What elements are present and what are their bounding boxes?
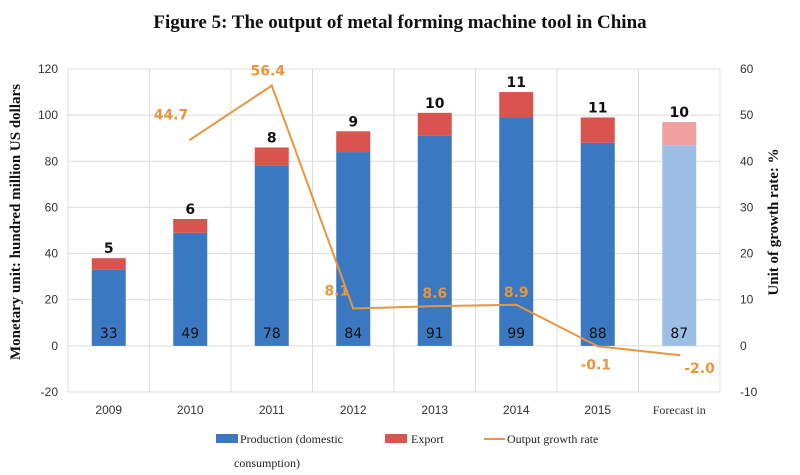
y2-tick-label: 0 (740, 339, 747, 353)
production-label: 84 (344, 326, 362, 342)
x-axis: 2009 2010 2011 2012 2013 2014 2015 Forecast in (95, 403, 705, 417)
bars (91, 92, 697, 346)
production-label: 78 (263, 326, 281, 342)
bar-export (580, 117, 615, 143)
bar-production (417, 135, 452, 346)
production-label: 91 (426, 326, 444, 342)
bar-export (91, 258, 126, 270)
export-label: 6 (185, 202, 195, 218)
y2-tick-label: 50 (740, 108, 754, 122)
export-label: 5 (104, 241, 114, 257)
bar-export (417, 112, 452, 136)
growth-line (189, 84, 681, 357)
export-label: 8 (267, 130, 277, 146)
y2-tick-label: -10 (740, 385, 758, 399)
production-label: 99 (507, 326, 525, 342)
growth-label: 56.4 (250, 64, 285, 80)
legend-swatch-production (216, 434, 238, 443)
production-label: 87 (670, 326, 688, 342)
x-tick-label: Forecast in (653, 403, 706, 417)
growth-label: 8.1 (324, 283, 349, 299)
growth-point (433, 304, 436, 308)
production-label: 33 (100, 326, 118, 342)
x-tick-label: 2013 (421, 403, 448, 417)
y2-tick-label: 30 (740, 200, 754, 214)
y-tick-label: 60 (45, 200, 59, 214)
growth-label: 8.9 (504, 285, 529, 301)
bar-export (499, 92, 534, 118)
export-label: 11 (507, 75, 526, 91)
growth-label: 44.7 (154, 108, 189, 124)
bar-production (254, 165, 289, 346)
growth-point (515, 303, 518, 306)
bar-export (254, 147, 289, 166)
y-tick-label: 100 (38, 108, 58, 122)
y2-tick-label: 20 (740, 247, 754, 261)
x-tick-label: 2009 (95, 403, 122, 417)
chart-title: Figure 5: The output of metal forming ma… (153, 12, 647, 33)
legend-swatch-export (385, 434, 407, 443)
bar-production (91, 269, 126, 346)
bar-production (580, 142, 615, 346)
production-label: 49 (181, 326, 199, 342)
growth-label: -0.1 (580, 357, 611, 373)
x-tick-label: 2010 (177, 403, 204, 417)
x-tick-label: 2015 (584, 403, 611, 417)
growth-point (596, 345, 599, 348)
legend: Production (domestic consumption) Export… (216, 432, 598, 470)
export-label: 11 (588, 100, 607, 116)
legend-label-production-line2: consumption) (234, 456, 300, 470)
y-tick-label: 120 (38, 62, 58, 76)
bar-export (173, 218, 208, 233)
bar-export (336, 131, 371, 153)
bar-production (662, 145, 697, 346)
legend-label-growth: Output growth rate (507, 432, 598, 446)
y-tick-label: 0 (51, 339, 58, 353)
y-tick-label: -20 (41, 385, 59, 399)
legend-label-production-line1: Production (domestic (240, 432, 343, 446)
growth-point (678, 353, 681, 357)
growth-label: 8.6 (422, 286, 447, 302)
y-tick-label: 40 (45, 247, 59, 261)
x-tick-label: 2014 (503, 403, 530, 417)
export-label: 9 (348, 114, 358, 130)
legend-label-export: Export (411, 432, 444, 446)
export-label: 10 (670, 105, 690, 121)
y-axis-right: -10 0 10 20 30 40 50 60 (740, 62, 758, 399)
y2-tick-label: 60 (740, 62, 754, 76)
production-label: 88 (589, 326, 607, 342)
y2-tick-label: 40 (740, 154, 754, 168)
bar-export (662, 122, 697, 146)
x-tick-label: 2012 (340, 403, 367, 417)
bar-production (336, 152, 371, 346)
x-tick-label: 2011 (259, 403, 285, 417)
data-labels: 33 5 49 6 78 8 84 9 91 10 99 11 88 11 87 10 44.7 56.4 8.1 8… (100, 64, 715, 377)
growth-point (270, 84, 273, 87)
bar-production (499, 117, 534, 346)
y-tick-label: 80 (45, 154, 59, 168)
y2-tick-label: 10 (740, 293, 754, 307)
y-tick-label: 20 (45, 293, 59, 307)
y-axis-left: -20 0 20 40 60 80 100 120 (38, 62, 58, 399)
growth-point (189, 138, 192, 141)
bar-production (173, 232, 208, 346)
growth-point (352, 307, 355, 310)
y2-axis-title: Unit of growth rate: % (766, 148, 782, 295)
growth-label: -2.0 (684, 361, 715, 377)
y-axis-title: Monetary unit: hundred million US dollar… (8, 84, 24, 360)
export-label: 10 (425, 96, 445, 112)
